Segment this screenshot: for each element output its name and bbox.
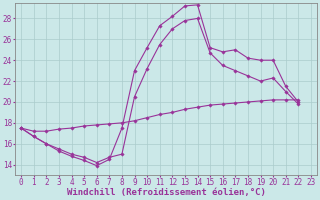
X-axis label: Windchill (Refroidissement éolien,°C): Windchill (Refroidissement éolien,°C) xyxy=(67,188,266,197)
